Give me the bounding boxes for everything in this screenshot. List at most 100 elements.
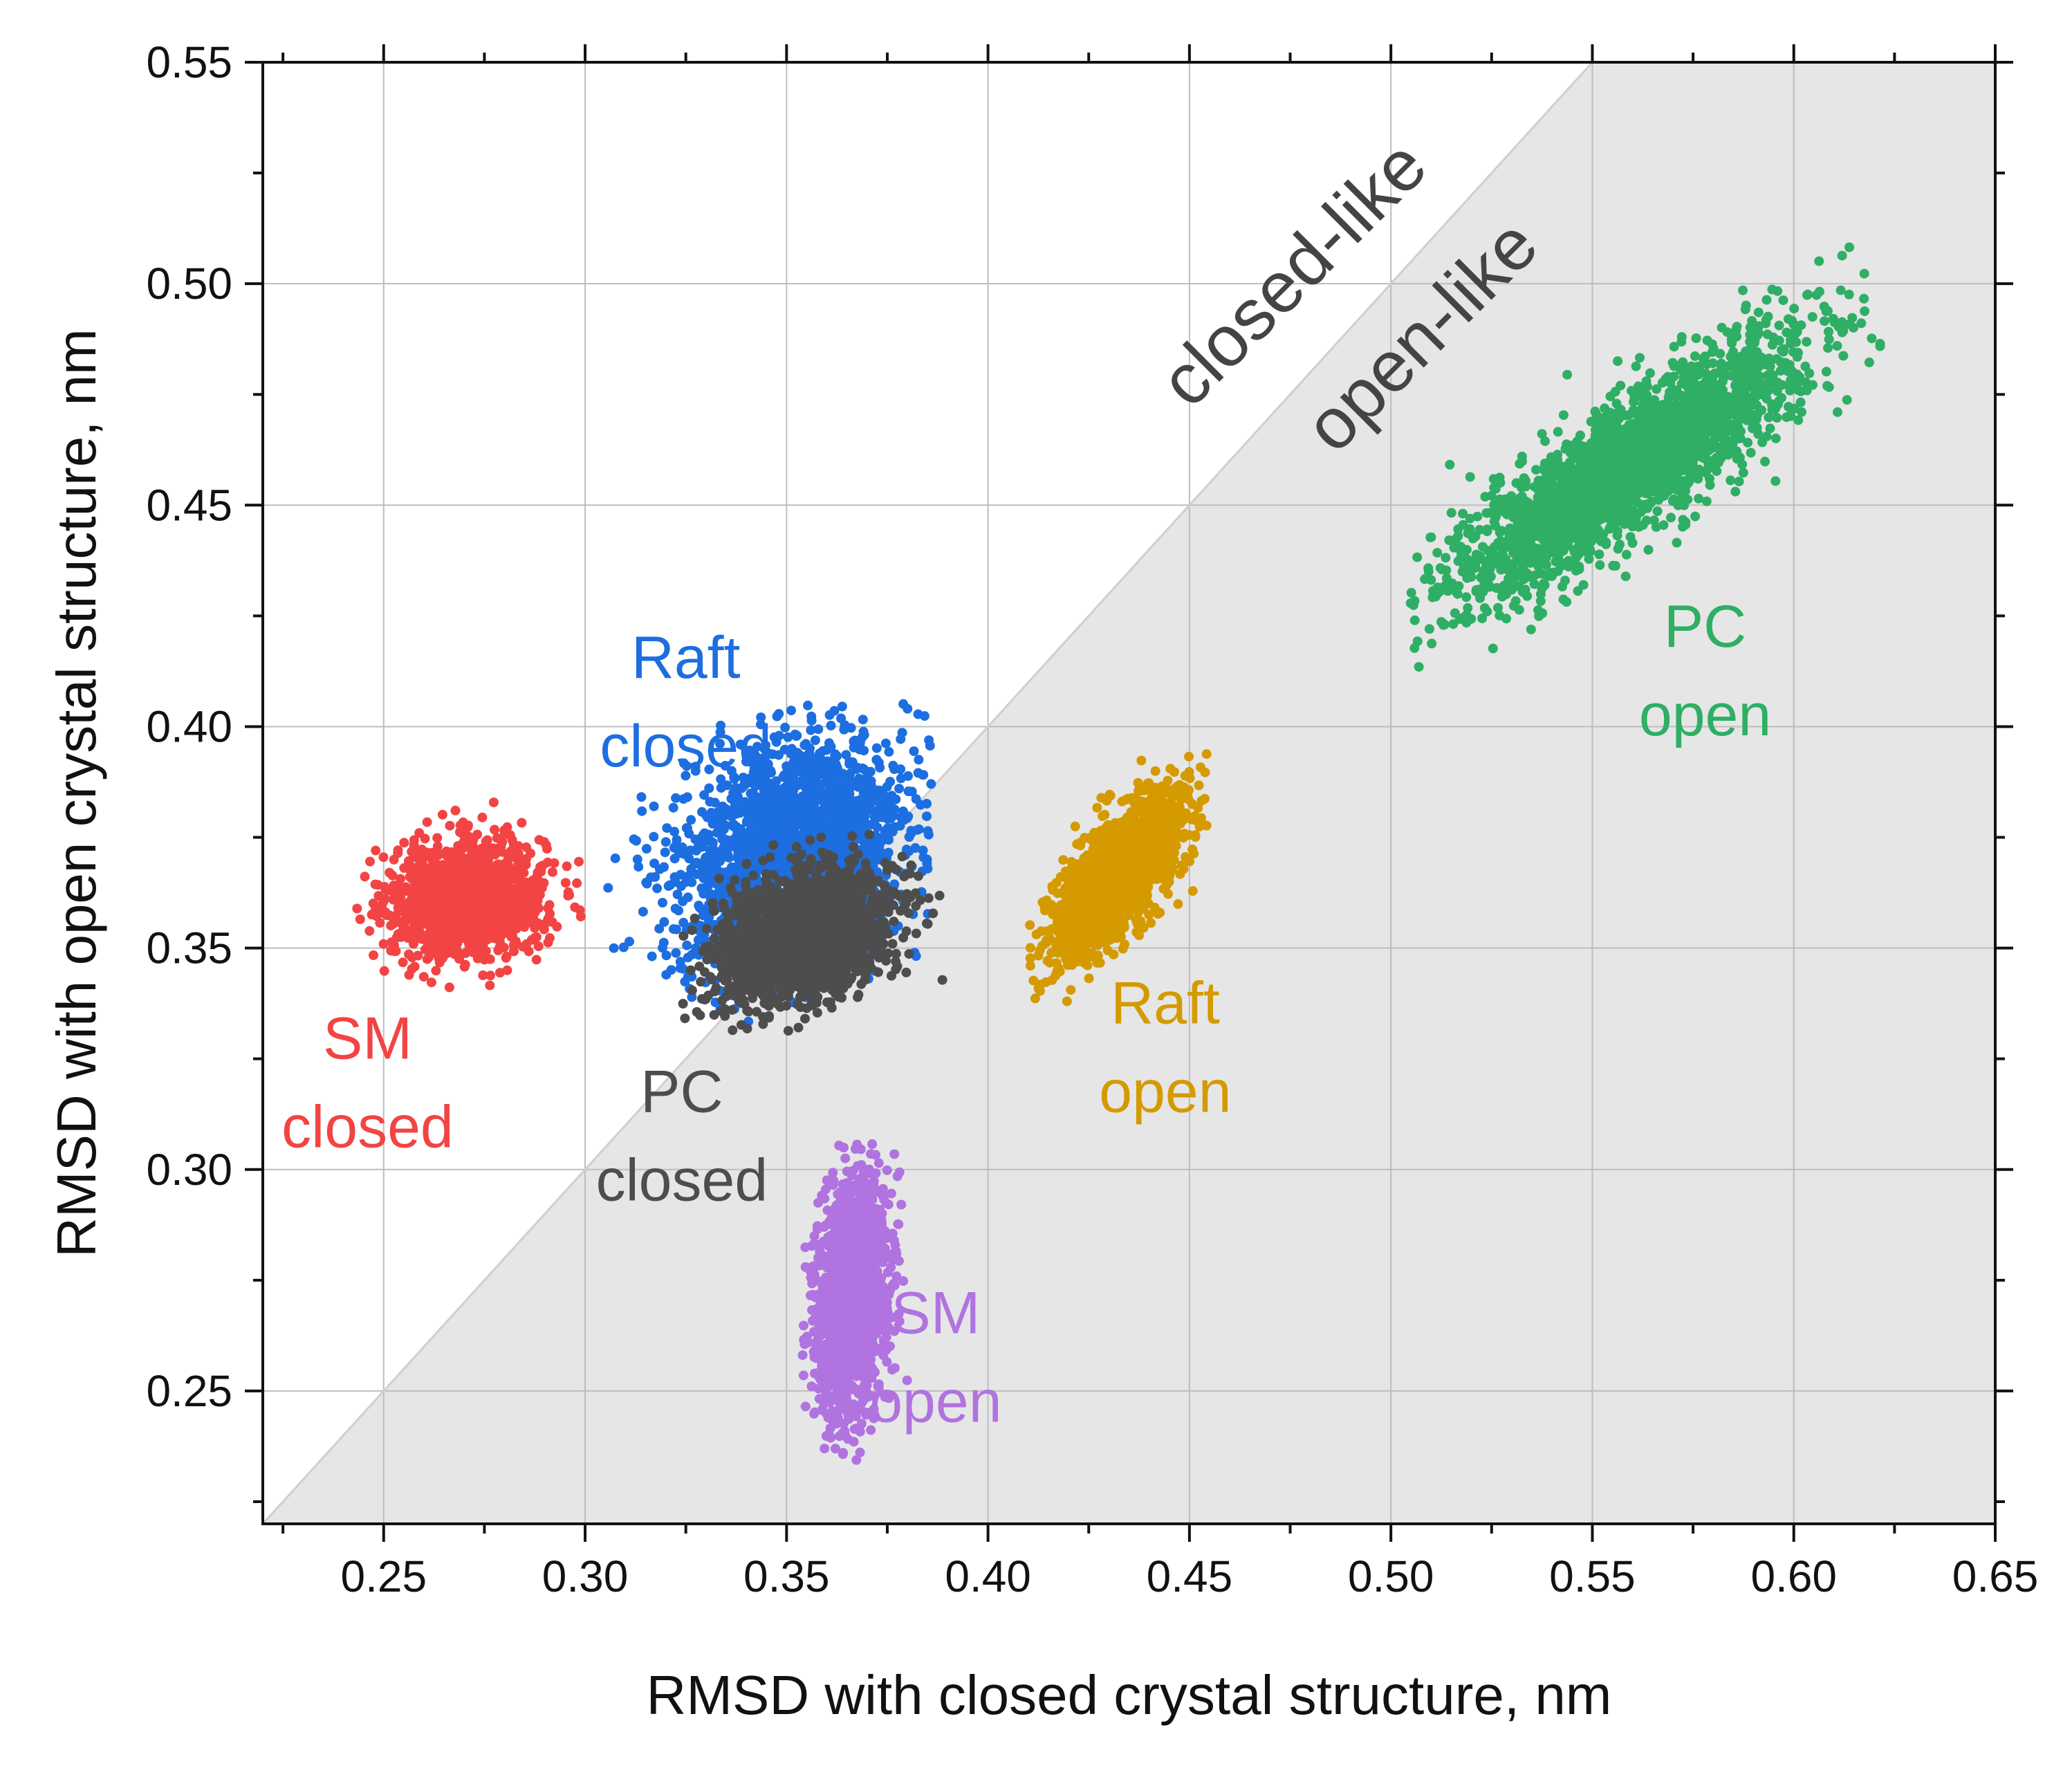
data-point (477, 812, 488, 822)
data-point (378, 852, 389, 863)
data-point (687, 985, 697, 995)
data-point (719, 824, 729, 834)
data-point (660, 847, 670, 858)
data-point (418, 881, 428, 892)
data-point (649, 831, 659, 842)
data-point (426, 977, 436, 988)
data-point (696, 977, 706, 987)
data-point (824, 738, 834, 748)
data-point (814, 860, 824, 871)
data-point (447, 890, 458, 900)
data-point (685, 965, 696, 975)
data-point (896, 812, 906, 822)
data-point (487, 865, 497, 876)
data-point (531, 955, 542, 965)
data-point (465, 914, 476, 925)
data-point (450, 805, 461, 816)
gridlines (261, 61, 1995, 1525)
data-point (824, 798, 835, 808)
data-point (674, 905, 684, 916)
data-point (848, 842, 858, 852)
data-point (474, 910, 485, 920)
data-point (913, 768, 923, 778)
data-point (519, 905, 530, 914)
data-point (871, 755, 882, 765)
data-point (479, 955, 490, 965)
data-point (432, 841, 443, 851)
data-point (686, 815, 696, 825)
data-point (517, 887, 526, 898)
data-point (641, 844, 651, 854)
data-point (733, 860, 743, 871)
data-point (360, 872, 370, 882)
data-point (709, 906, 719, 917)
data-point (785, 818, 795, 828)
data-point (432, 859, 442, 869)
data-point (911, 794, 921, 804)
data-point (791, 842, 802, 852)
data-point (841, 750, 851, 760)
data-point (926, 779, 936, 789)
data-point (748, 793, 759, 804)
data-point (375, 918, 385, 928)
data-point (398, 957, 408, 968)
data-point (821, 768, 831, 779)
data-point (733, 826, 743, 836)
data-point (864, 788, 875, 798)
data-point (461, 870, 471, 881)
data-point (519, 867, 529, 878)
data-point (629, 834, 639, 845)
data-point (899, 901, 909, 912)
data-point (379, 966, 389, 976)
data-point (433, 850, 443, 860)
data-point (452, 867, 461, 878)
data-point (675, 963, 685, 973)
data-point (431, 966, 441, 976)
data-point (501, 910, 512, 921)
data-point (743, 810, 754, 820)
data-point (873, 876, 884, 887)
data-point (704, 783, 714, 793)
data-point (658, 898, 667, 908)
data-point (482, 845, 492, 856)
data-point (686, 864, 696, 874)
data-point (461, 948, 471, 958)
data-point (396, 932, 406, 942)
data-point (493, 946, 503, 955)
data-point (937, 975, 947, 985)
data-point (368, 899, 378, 908)
data-point (735, 921, 746, 932)
data-point (726, 793, 737, 804)
data-point (678, 896, 688, 906)
data-point (777, 856, 787, 866)
data-point (352, 903, 362, 914)
data-point (909, 746, 919, 756)
data-point (779, 791, 790, 802)
data-point (851, 795, 862, 806)
data-point (543, 903, 553, 914)
data-point (418, 972, 429, 982)
data-point (408, 852, 418, 863)
data-point (432, 833, 443, 843)
data-point (365, 856, 375, 867)
data-point (730, 875, 740, 885)
data-point (805, 743, 815, 753)
data-point (537, 860, 548, 871)
data-point (445, 820, 455, 831)
data-point (683, 823, 692, 834)
data-point (545, 933, 555, 943)
data-point (682, 940, 692, 950)
data-point (497, 884, 508, 894)
data-point (799, 821, 810, 831)
data-point (415, 928, 425, 938)
series-sm-closed (352, 798, 586, 993)
data-point (831, 831, 841, 842)
data-point (560, 878, 571, 888)
data-point (485, 970, 495, 981)
data-point (762, 803, 773, 813)
data-point (855, 738, 865, 748)
data-point (394, 888, 404, 899)
data-point (805, 835, 815, 845)
data-point (723, 838, 734, 848)
data-point (671, 840, 681, 851)
